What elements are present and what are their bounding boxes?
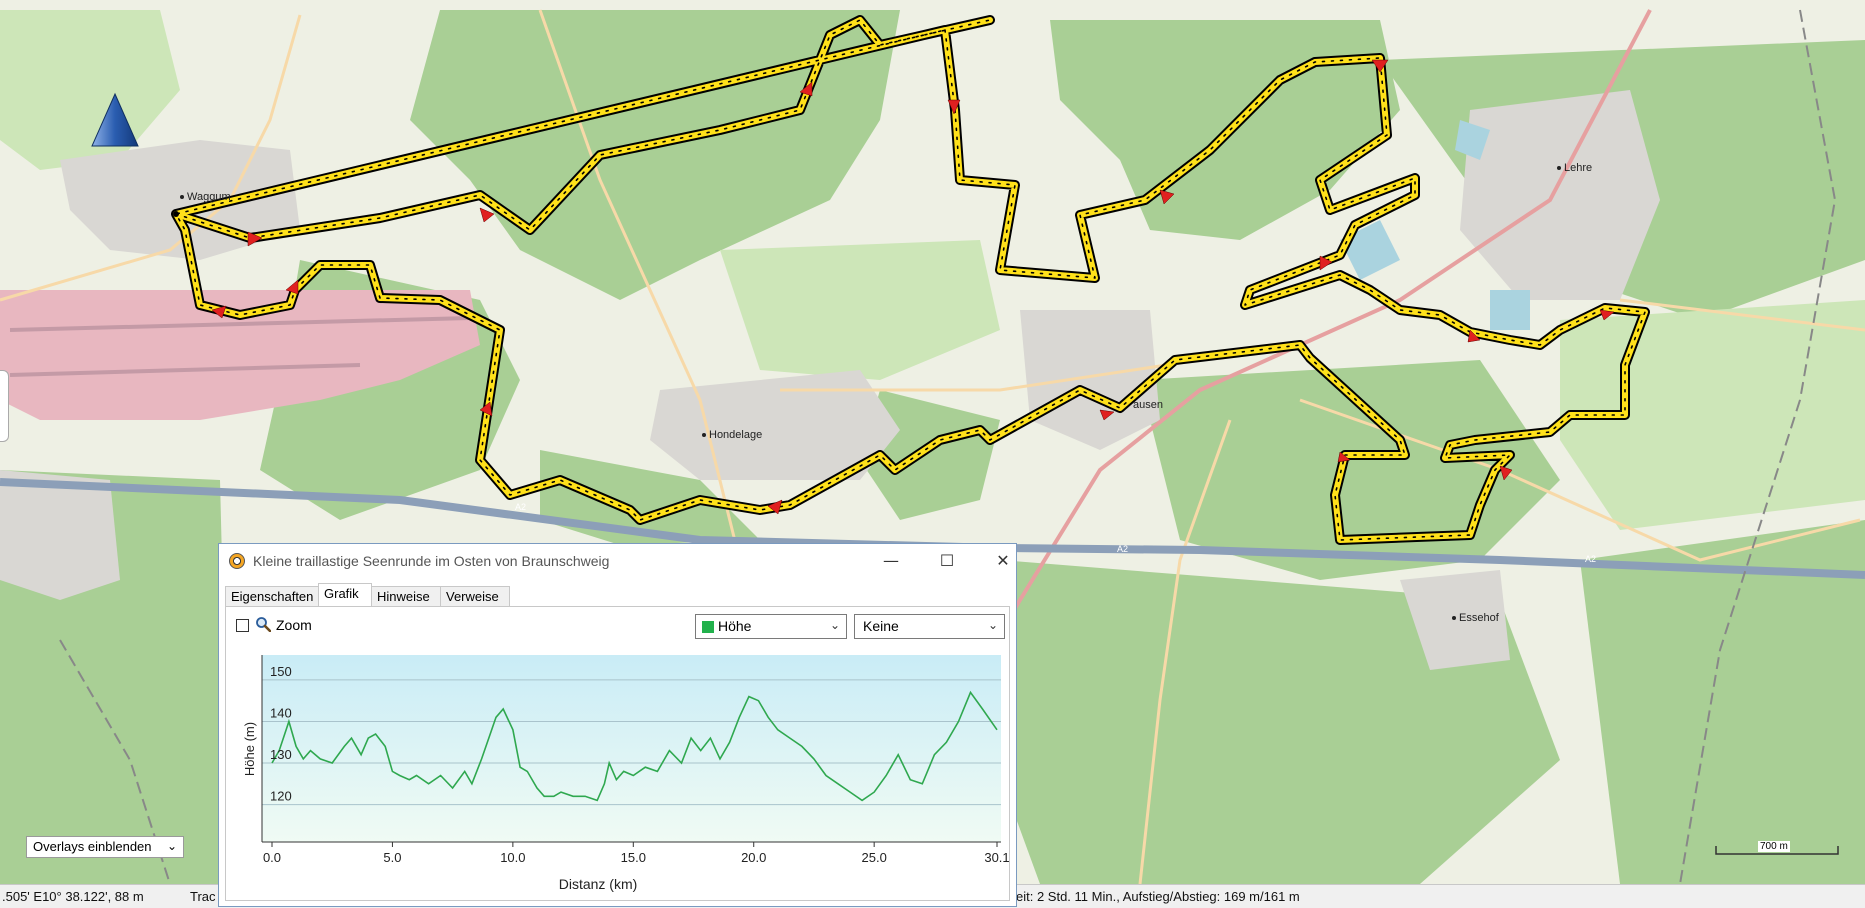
zoom-label: Zoom <box>276 617 312 633</box>
y-tick-label: 130 <box>270 747 292 762</box>
x-tick-label: 30.1 <box>984 850 1009 865</box>
route-start-marker <box>173 211 179 217</box>
sidebar-toggle-handle[interactable] <box>0 370 9 442</box>
tab-eigenschaften[interactable]: Eigenschaften <box>225 586 319 606</box>
place-label-essehof: Essehof <box>1452 612 1499 624</box>
x-ticks: 0.0 5.0 10.0 15.0 20.0 25.0 30.1 <box>263 842 1009 865</box>
place-label-hondelage: Hondelage <box>702 429 762 441</box>
place-name: Waggum <box>187 191 231 203</box>
chevron-down-icon: ⌄ <box>830 618 840 632</box>
status-track: Trac <box>190 889 216 904</box>
status-coordinates: .505' E10° 38.122', 88 m <box>2 889 144 904</box>
road-label-a2: A2 <box>1585 554 1596 564</box>
place-dot <box>1557 166 1561 170</box>
app-icon <box>229 553 245 569</box>
place-dot <box>180 195 184 199</box>
chevron-down-icon: ⌄ <box>167 839 177 853</box>
y-tick-label: 140 <box>270 705 292 720</box>
y-axis-title: Höhe (m) <box>242 722 257 776</box>
road-label-a2: A2 <box>1117 544 1128 554</box>
place-label-lehre: Lehre <box>1557 162 1592 174</box>
place-label-waggum: Waggum <box>180 191 231 203</box>
x-axis-title: Distanz (km) <box>559 876 638 892</box>
profile-type-select[interactable]: Höhe ⌄ <box>695 614 847 639</box>
x-tick-label: 10.0 <box>500 850 525 865</box>
tab-hinweise[interactable]: Hinweise <box>371 586 441 606</box>
plot-background <box>262 655 1001 842</box>
window-titlebar[interactable]: Kleine traillastige Seenrunde im Osten v… <box>219 544 1016 578</box>
x-tick-label: 15.0 <box>621 850 646 865</box>
place-name: Essehof <box>1459 612 1499 624</box>
window-title: Kleine traillastige Seenrunde im Osten v… <box>253 553 609 569</box>
north-arrow-icon[interactable] <box>90 92 140 148</box>
profile-type-value: Höhe <box>718 618 751 634</box>
maximize-button[interactable]: ☐ <box>927 548 967 574</box>
y-tick-label: 120 <box>270 789 292 804</box>
place-name: Lehre <box>1564 162 1592 174</box>
zoom-checkbox[interactable] <box>236 619 249 632</box>
place-dot <box>1452 616 1456 620</box>
secondary-profile-value: Keine <box>863 618 899 634</box>
overlays-dropdown[interactable]: Overlays einblenden ⌄ <box>26 836 184 858</box>
tab-verweise[interactable]: Verweise <box>440 586 510 606</box>
tab-grafik[interactable]: Grafik <box>318 583 372 607</box>
x-tick-label: 0.0 <box>263 850 281 865</box>
scale-bar-label: 700 m <box>1758 841 1790 852</box>
secondary-profile-select[interactable]: Keine ⌄ <box>854 614 1005 639</box>
place-name: ausen <box>1133 399 1163 411</box>
magnifier-icon <box>255 616 271 632</box>
place-label-ausen: ausen <box>1133 399 1163 411</box>
overlays-dropdown-label: Overlays einblenden <box>33 839 152 854</box>
minimize-button[interactable]: — <box>871 548 911 574</box>
x-tick-label: 20.0 <box>741 850 766 865</box>
chevron-down-icon: ⌄ <box>988 618 998 632</box>
place-name: Hondelage <box>709 429 762 441</box>
track-properties-window: Kleine traillastige Seenrunde im Osten v… <box>218 543 1017 907</box>
status-summary: eit: 2 Std. 11 Min., Aufstieg/Abstieg: 1… <box>1016 889 1300 904</box>
road-label-a2: A2 <box>515 502 526 512</box>
close-button[interactable]: ✕ <box>983 548 1023 574</box>
y-tick-label: 150 <box>270 664 292 679</box>
x-tick-label: 5.0 <box>383 850 401 865</box>
legend-swatch <box>702 621 714 633</box>
x-tick-label: 25.0 <box>862 850 887 865</box>
place-dot <box>702 433 706 437</box>
graph-panel: Zoom Höhe ⌄ Keine ⌄ 0.0 5.0 10.0 1 <box>225 606 1010 901</box>
elevation-profile-chart[interactable]: 0.0 5.0 10.0 15.0 20.0 25.0 30.1 120130140150 … <box>226 645 1009 901</box>
